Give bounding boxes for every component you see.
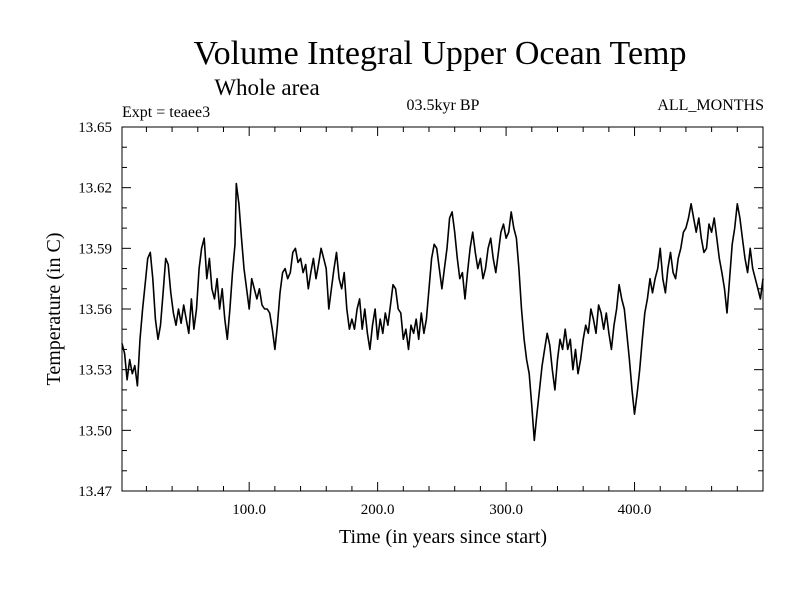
x-axis-tick-labels: 100.0 200.0 300.0 400.0: [232, 502, 651, 518]
y-tick-label: 13.53: [78, 363, 112, 379]
period-label: 03.5kyr BP: [407, 97, 480, 114]
x-axis-label: Time (in years since start): [339, 526, 547, 548]
chart-subtitle: Whole area: [214, 75, 319, 100]
y-tick-label: 13.65: [78, 120, 112, 136]
y-tick-label: 13.47: [78, 484, 112, 500]
y-axis-tick-labels: 13.47 13.50 13.53 13.56 13.59 13.62 13.65: [78, 120, 112, 500]
axis-ticks: [122, 127, 763, 491]
x-tick-label: 400.0: [618, 502, 652, 518]
temperature-series-line: [121, 182, 764, 442]
chart-title: Volume Integral Upper Ocean Temp: [194, 35, 687, 72]
months-label: ALL_MONTHS: [657, 97, 764, 114]
y-tick-label: 13.62: [78, 181, 112, 197]
experiment-label: Expt = teaee3: [122, 104, 210, 121]
x-tick-label: 200.0: [361, 502, 395, 518]
y-tick-label: 13.50: [78, 423, 112, 439]
y-tick-label: 13.59: [78, 241, 112, 257]
y-tick-label: 13.56: [78, 302, 112, 318]
x-tick-label: 100.0: [232, 502, 266, 518]
plot-frame: [121, 126, 764, 492]
y-axis-label: Temperature (in C): [43, 233, 65, 386]
x-tick-label: 300.0: [489, 502, 523, 518]
